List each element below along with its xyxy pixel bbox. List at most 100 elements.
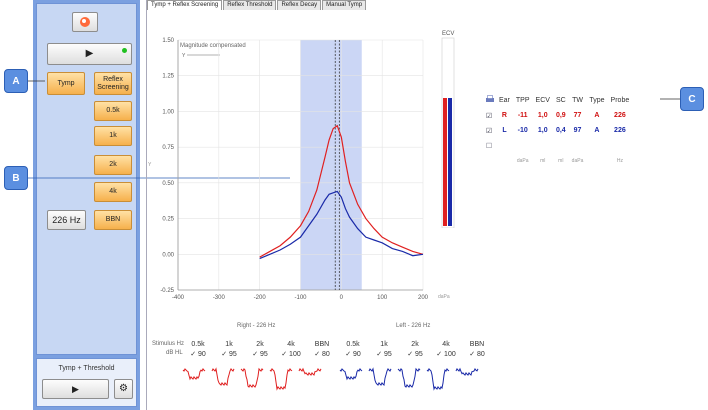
reflex-level: ✓ 95	[252, 351, 268, 358]
y-tick-label: 0.25	[162, 217, 174, 223]
unit-ecv: ml	[540, 157, 546, 164]
tab-tymp-reflex-screening[interactable]: Tymp + Reflex Screening	[147, 0, 223, 10]
reflex-right-title: Right - 226 Hz	[237, 323, 276, 329]
table-units-row: daPa ml ml daPa Hz	[482, 153, 632, 168]
x-tick-label: 200	[418, 295, 429, 301]
print-icon[interactable]	[485, 95, 495, 104]
reflex-level: ✓ 95	[376, 351, 392, 358]
settings-button[interactable]: ⚙	[114, 379, 133, 399]
tymp-threshold-start-button[interactable]: ▶	[42, 379, 109, 399]
probe-frequency-display[interactable]: 226 Hz	[47, 210, 86, 230]
freq-4k-button[interactable]: 4k	[94, 182, 132, 202]
table-header-row: Ear TPP ECV SC TW Type Probe	[482, 93, 632, 108]
reflex-level: ✓ 95	[221, 351, 237, 358]
header-probe: Probe	[610, 97, 630, 104]
reflex-level: ✓ 90	[190, 351, 206, 358]
header-type: Type	[589, 97, 605, 104]
x-unit-label: daPa	[438, 294, 450, 300]
main-area: Tymp + Reflex Screening Reflex Threshold…	[146, 0, 682, 410]
reflex-level: ✓ 100	[281, 351, 301, 358]
tab-reflex-decay[interactable]: Reflex Decay	[277, 0, 322, 10]
x-tick-label: -200	[254, 295, 267, 301]
cell-sc: 0,4	[555, 127, 566, 134]
row-checkbox[interactable]: ☑	[485, 127, 493, 135]
x-tick-label: -400	[172, 295, 185, 301]
table-row-left: ☑ L -10 1,0 0,4 97 A 226	[482, 123, 632, 138]
reflex-level: ✓ 80	[469, 351, 485, 358]
left-control-panel: ▶ Tymp Reflex Screening 0.5k 1k 2k 4k 22…	[33, 0, 140, 410]
freq-bbn-button[interactable]: BBN	[94, 210, 132, 230]
x-tick-label: 0	[340, 295, 344, 301]
row-checkbox[interactable]: ☑	[485, 112, 493, 120]
y-tick-label: 1.25	[162, 74, 174, 80]
ecv-bars: ECV	[441, 31, 454, 228]
probe-status-button[interactable]	[72, 12, 98, 32]
freq-0.5k-button[interactable]: 0.5k	[94, 101, 132, 121]
left-inner-panel: ▶ Tymp Reflex Screening 0.5k 1k 2k 4k 22…	[36, 3, 137, 355]
table-row-right: ☑ R -11 1,0 0,9 77 A 226	[482, 108, 632, 123]
cell-tw: 97	[573, 127, 582, 134]
ecv-label: ECV	[442, 31, 454, 37]
y-tick-label: 0.50	[162, 181, 174, 187]
unit-tw: daPa	[571, 157, 584, 164]
unit-tpp: daPa	[516, 157, 529, 164]
y-tick-label: 0.75	[162, 145, 174, 151]
chart-annotation: Magnitude compensated	[180, 43, 246, 49]
reflex-level: ✓ 95	[407, 351, 423, 358]
series-right-ear	[259, 124, 424, 258]
cell-ecv: 1,0	[537, 112, 548, 119]
reflex-left-title: Left - 226 Hz	[396, 323, 431, 329]
cell-type: A	[594, 127, 600, 134]
cell-tpp: -10	[517, 127, 528, 134]
reflex-stimulus-freq: 0.5k	[191, 341, 205, 348]
header-ear: Ear	[499, 97, 510, 104]
header-tw: TW	[572, 97, 583, 104]
y-tick-label: 0.00	[162, 252, 174, 258]
y-tick-label: 1.50	[162, 38, 174, 44]
tab-reflex-threshold[interactable]: Reflex Threshold	[223, 0, 277, 10]
reflex-level: ✓ 90	[345, 351, 361, 358]
ecv-bar-left	[448, 98, 452, 226]
reflex-stimulus-freq: 1k	[225, 341, 233, 348]
freq-1k-button[interactable]: 1k	[94, 126, 132, 146]
reflex-level: ✓ 100	[436, 351, 456, 358]
table-row-empty: ☐	[482, 138, 632, 153]
play-icon: ▶	[85, 48, 94, 59]
y-tick-label: -0.25	[160, 288, 174, 294]
tymp-button[interactable]: Tymp	[47, 72, 85, 95]
row-checkbox[interactable]: ☐	[485, 142, 493, 150]
cell-ear: L	[502, 127, 507, 134]
reflex-stimulus-freq: 4k	[442, 341, 450, 348]
stimulus-label: Stimulus Hz	[152, 341, 185, 347]
unit-sc: ml	[558, 157, 564, 164]
y-axis-label: Y	[148, 162, 152, 168]
reflex-stimulus-freq: 1k	[380, 341, 388, 348]
cell-probe: 226	[614, 112, 626, 119]
y-tick-label: 1.00	[162, 109, 174, 115]
start-button[interactable]: ▶	[47, 43, 132, 65]
ecv-bar-right	[443, 98, 447, 226]
callout-b: B	[4, 166, 28, 190]
callout-a: A	[4, 69, 28, 93]
cell-tpp: -11	[517, 112, 528, 119]
dbhl-label: dB HL	[166, 350, 183, 356]
freq-2k-button[interactable]: 2k	[94, 155, 132, 175]
reflex-stimulus-freq: BBN	[314, 341, 330, 348]
reflex-stimulus-freq: 2k	[411, 341, 419, 348]
play-icon: ▶	[72, 384, 79, 394]
ready-indicator	[122, 48, 127, 53]
x-tick-label: 100	[377, 295, 388, 301]
reflex-screening-button[interactable]: Reflex Screening	[94, 72, 132, 95]
cell-tw: 77	[573, 112, 582, 119]
header-sc: SC	[555, 97, 566, 104]
x-tick-label: -100	[294, 295, 307, 301]
header-tpp: TPP	[515, 97, 530, 104]
tab-manual-tymp[interactable]: Manual Tymp	[322, 0, 367, 10]
ear-results-table: Ear TPP ECV SC TW Type Probe ☑ R -11 1,0…	[482, 93, 632, 168]
cell-sc: 0,9	[555, 112, 566, 119]
reflex-stimulus-freq: BBN	[469, 341, 485, 348]
tymp-threshold-title: Tymp + Threshold	[58, 365, 115, 372]
reflex-stimulus-freq: 2k	[256, 341, 264, 348]
tymp-threshold-panel: Tymp + Threshold ▶ ⚙	[36, 358, 137, 407]
cell-ear: R	[501, 112, 507, 119]
